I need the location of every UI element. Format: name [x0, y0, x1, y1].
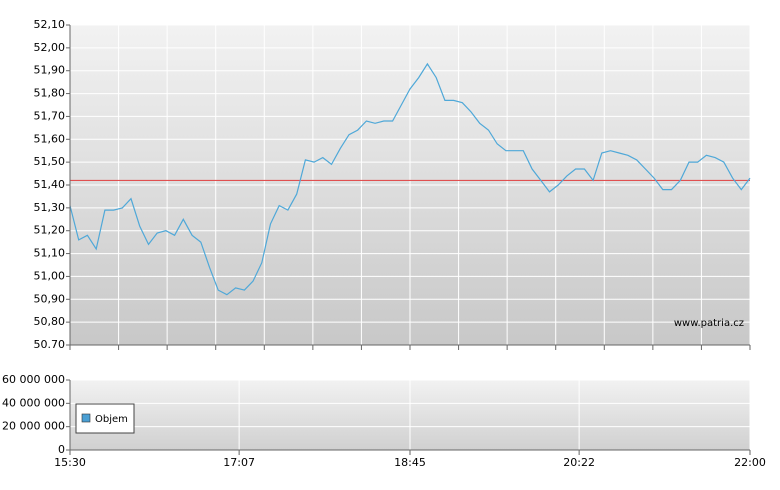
x-tick-label: 22:00	[734, 456, 766, 469]
y-tick-label: 52,10	[34, 18, 66, 31]
y-tick-label: 50,80	[34, 315, 66, 328]
legend-label: Objem	[95, 414, 128, 425]
y-tick-label: 20 000 000	[2, 420, 65, 433]
y-tick-label: 51,30	[34, 201, 66, 214]
y-tick-label: 0	[58, 443, 65, 456]
y-tick-label: 40 000 000	[2, 396, 65, 409]
x-tick-label: 18:45	[394, 456, 426, 469]
y-tick-label: 52,00	[34, 41, 66, 54]
y-tick-label: 51,70	[34, 109, 66, 122]
y-tick-label: 51,80	[34, 87, 66, 100]
x-tick-label: 17:07	[223, 456, 255, 469]
x-tick-label: 20:22	[563, 456, 595, 469]
y-tick-label: 51,50	[34, 155, 66, 168]
y-tick-label: 51,00	[34, 269, 66, 282]
y-tick-label: 51,60	[34, 132, 66, 145]
legend-box	[75, 403, 135, 434]
y-tick-label: 51,40	[34, 178, 66, 191]
y-tick-label: 50,90	[34, 292, 66, 305]
watermark: www.patria.cz	[674, 318, 744, 329]
y-tick-label: 51,90	[34, 64, 66, 77]
y-tick-label: 51,20	[34, 224, 66, 237]
legend-swatch	[81, 413, 91, 423]
y-tick-label: 50.70	[34, 338, 66, 351]
y-tick-label: 60 000 000	[2, 373, 65, 386]
price-line	[69, 62, 751, 296]
y-tick-label: 51,10	[34, 247, 66, 260]
x-tick-label: 15:30	[54, 456, 86, 469]
